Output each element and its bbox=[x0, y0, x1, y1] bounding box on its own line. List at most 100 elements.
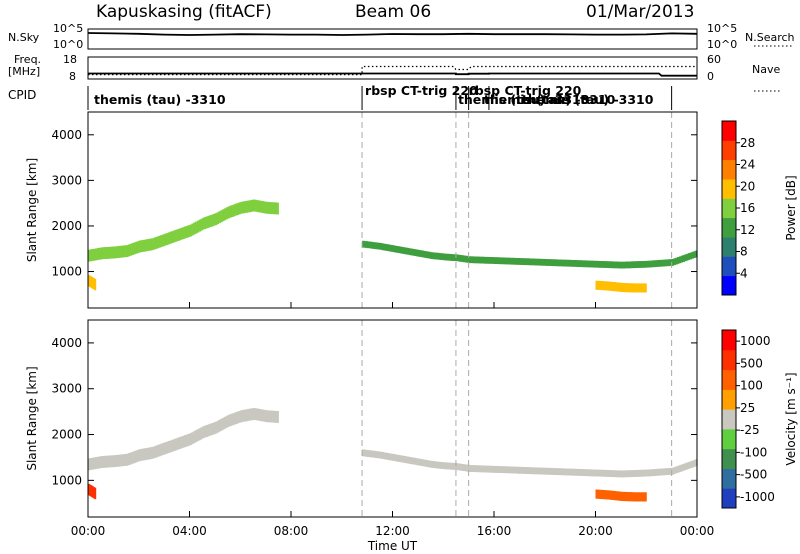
echo-cell bbox=[196, 220, 200, 233]
echo-cell bbox=[407, 247, 410, 255]
echo-cell bbox=[136, 449, 140, 462]
echo-cell bbox=[403, 456, 406, 463]
echo-cell bbox=[600, 489, 604, 500]
echo-cell bbox=[610, 470, 613, 477]
echo-cell bbox=[89, 458, 93, 470]
echo-cell bbox=[686, 462, 689, 470]
echo-cell bbox=[419, 458, 423, 466]
echo-cell bbox=[524, 467, 528, 474]
echo-cell bbox=[236, 203, 239, 215]
echo-cell bbox=[620, 491, 624, 501]
echo-cell bbox=[626, 283, 629, 293]
echo-cell bbox=[557, 259, 560, 267]
echo-cell bbox=[263, 409, 267, 422]
y-axis-title: Slant Range [km] bbox=[25, 366, 39, 470]
echo-cell bbox=[664, 259, 667, 267]
echo-cell bbox=[176, 229, 180, 241]
echo-cell bbox=[394, 245, 397, 253]
echo-cell bbox=[678, 465, 682, 472]
echo-cell bbox=[446, 462, 450, 470]
echo-cell bbox=[635, 261, 638, 268]
echo-cell bbox=[575, 468, 578, 476]
echo-cell bbox=[595, 469, 598, 477]
echo-cell bbox=[461, 464, 464, 471]
echo-cell bbox=[238, 410, 241, 423]
echo-cell bbox=[236, 411, 239, 424]
echo-cell bbox=[207, 424, 210, 437]
echo-cell bbox=[499, 257, 502, 265]
echo-cell bbox=[658, 259, 662, 267]
echo-cell bbox=[445, 462, 448, 470]
echo-cell bbox=[635, 470, 638, 477]
echo-cell bbox=[686, 253, 689, 261]
nsky-panel-frame bbox=[87, 28, 698, 50]
echo-cell bbox=[459, 255, 462, 262]
echo-cell bbox=[390, 245, 394, 252]
echo-cell bbox=[542, 467, 546, 475]
freq-tick-top: 18 bbox=[63, 53, 77, 66]
echo-cell bbox=[644, 492, 647, 502]
echo-cell bbox=[653, 469, 656, 476]
echo-cell bbox=[475, 256, 479, 264]
echo-cell bbox=[147, 447, 151, 460]
echo-cell bbox=[671, 467, 674, 475]
y-tick-label: 2000 bbox=[51, 428, 82, 442]
echo-cell bbox=[269, 410, 272, 423]
echo-cell bbox=[91, 249, 94, 261]
echo-cell bbox=[555, 468, 558, 475]
colorbar-band bbox=[722, 237, 736, 257]
echo-cell bbox=[254, 408, 258, 421]
colorbar-tick-label: -500 bbox=[740, 468, 767, 482]
echo-cell bbox=[562, 259, 566, 267]
echo-cell bbox=[379, 451, 383, 459]
echo-cell bbox=[597, 489, 600, 499]
echo-cell bbox=[644, 283, 647, 293]
echo-cell bbox=[488, 465, 491, 473]
echo-cell bbox=[503, 257, 506, 265]
echo-cell bbox=[193, 431, 196, 444]
echo-cell bbox=[624, 261, 627, 269]
echo-cell bbox=[602, 490, 606, 500]
echo-cell bbox=[515, 258, 519, 265]
echo-cell bbox=[144, 448, 147, 461]
echo-cell bbox=[613, 491, 616, 501]
echo-cell bbox=[234, 203, 238, 216]
echo-cell bbox=[506, 257, 510, 265]
echo-cell bbox=[586, 260, 589, 268]
echo-cell bbox=[135, 241, 138, 254]
echo-cell bbox=[92, 486, 94, 498]
echo-cell bbox=[120, 454, 123, 467]
echo-cell bbox=[579, 469, 582, 476]
echo-cell bbox=[553, 468, 557, 475]
echo-cell bbox=[416, 249, 419, 257]
echo-cell bbox=[606, 470, 609, 477]
echo-cell bbox=[535, 258, 539, 266]
echo-cell bbox=[479, 256, 482, 264]
echo-cell bbox=[526, 467, 529, 474]
nave-label: Nave bbox=[752, 63, 781, 76]
echo-cell bbox=[568, 468, 571, 476]
echo-cell bbox=[669, 259, 673, 266]
echo-cell bbox=[377, 242, 381, 250]
echo-cell bbox=[204, 425, 207, 438]
echo-cell bbox=[615, 470, 618, 478]
x-tick-label: 04:00 bbox=[172, 524, 207, 538]
echo-cell bbox=[129, 243, 133, 256]
echo-cell bbox=[175, 438, 178, 451]
echo-cell bbox=[602, 281, 606, 291]
echo-cell bbox=[523, 258, 526, 265]
echo-cell bbox=[184, 435, 187, 447]
echo-cell bbox=[274, 202, 278, 215]
echo-cell bbox=[381, 243, 384, 251]
echo-cell bbox=[379, 243, 383, 250]
echo-cell bbox=[668, 468, 671, 475]
echo-cell bbox=[477, 256, 481, 264]
colorbar-band bbox=[722, 179, 736, 199]
echo-cell bbox=[633, 470, 636, 477]
echo-cell bbox=[486, 256, 490, 264]
echo-cell bbox=[474, 465, 477, 473]
echo-cell bbox=[477, 465, 481, 473]
echo-cell bbox=[620, 282, 624, 292]
colorbar-tick-label: 16 bbox=[740, 201, 755, 215]
